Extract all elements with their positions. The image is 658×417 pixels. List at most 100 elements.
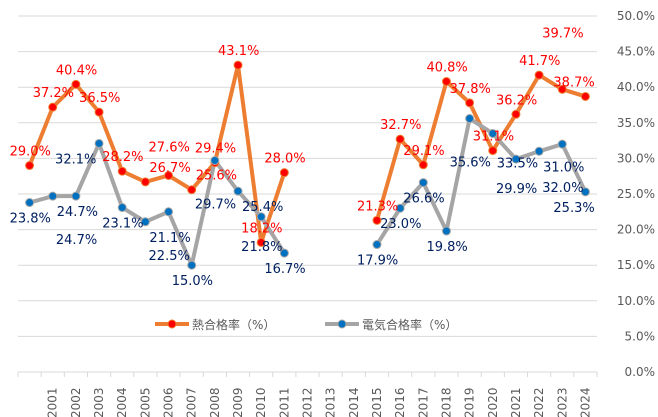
data-point	[534, 70, 544, 80]
x-tick-label: 2015	[370, 387, 384, 417]
data-point	[210, 156, 220, 166]
data-label: 21.3%	[357, 199, 398, 214]
data-point	[465, 98, 475, 108]
data-label: 38.7%	[553, 75, 594, 90]
y-tick-label: 15.0%	[617, 258, 655, 272]
y-tick-label: 25.0%	[617, 187, 655, 201]
data-label: 32.7%	[380, 118, 421, 133]
x-tick-label: 2014	[347, 387, 361, 417]
y-tick-label: 50.0%	[617, 9, 655, 23]
data-label: 31.0%	[543, 160, 584, 175]
data-point	[279, 248, 289, 258]
data-point	[256, 212, 266, 222]
legend-label: 熱合格率（%）	[192, 317, 275, 332]
y-tick-label: 5.0%	[625, 329, 656, 343]
data-label: 18.2%	[241, 221, 282, 236]
x-tick-label: 2011	[277, 387, 291, 417]
data-label: 26.7%	[149, 161, 190, 176]
x-tick-label: 2016	[393, 387, 407, 417]
data-point	[187, 260, 197, 270]
data-point	[372, 240, 382, 250]
legend-label: 電気合格率（%）	[362, 317, 457, 332]
x-tick-label: 2010	[254, 387, 268, 417]
data-label: 24.7%	[56, 233, 97, 248]
data-label: 23.1%	[102, 217, 143, 232]
data-point	[71, 79, 81, 89]
data-label: 32.0%	[542, 181, 583, 196]
data-point	[557, 139, 567, 149]
x-tick-label: 2008	[208, 387, 222, 417]
data-label: 29.7%	[195, 198, 236, 213]
data-label: 29.0%	[10, 145, 51, 160]
data-point	[94, 107, 104, 117]
data-label: 23.8%	[10, 212, 51, 227]
data-label: 23.0%	[380, 217, 421, 232]
data-point	[117, 203, 127, 213]
data-label: 35.6%	[450, 156, 491, 171]
data-point	[140, 177, 150, 187]
data-label: 43.1%	[218, 44, 259, 59]
data-label: 19.8%	[426, 240, 467, 255]
data-point	[140, 217, 150, 227]
data-point	[233, 186, 243, 196]
y-tick-label: 40.0%	[617, 80, 655, 94]
data-point	[256, 237, 266, 247]
data-label: 37.2%	[33, 86, 74, 101]
data-label: 21.8%	[241, 240, 282, 255]
data-point	[395, 203, 405, 213]
data-point	[418, 178, 428, 188]
data-point	[441, 226, 451, 236]
data-point	[372, 215, 382, 225]
data-point	[418, 160, 428, 170]
data-point	[511, 109, 521, 119]
data-label: 28.0%	[264, 152, 305, 167]
x-tick-label: 2012	[301, 387, 315, 417]
data-point	[465, 114, 475, 124]
data-point	[534, 146, 544, 156]
data-label: 29.4%	[195, 142, 236, 157]
x-tick-label: 2013	[324, 387, 338, 417]
x-tick-label: 2005	[138, 387, 152, 417]
data-point	[71, 191, 81, 201]
data-label: 36.2%	[496, 93, 537, 108]
series-line-0	[27, 63, 287, 245]
x-tick-label: 2006	[162, 387, 176, 417]
data-point	[25, 161, 35, 171]
data-label: 21.1%	[149, 231, 190, 246]
data-label: 25.4%	[242, 200, 283, 215]
data-label: 32.1%	[55, 152, 96, 167]
data-point	[557, 84, 567, 94]
data-point	[48, 191, 58, 201]
y-tick-label: 30.0%	[617, 151, 655, 165]
x-tick-label: 2018	[439, 387, 453, 417]
data-label: 29.1%	[403, 144, 444, 159]
data-label: 15.0%	[172, 274, 213, 289]
data-point	[279, 168, 289, 178]
legend-marker-0	[167, 319, 177, 329]
data-label: 28.2%	[102, 150, 143, 165]
data-point	[164, 207, 174, 217]
data-point	[187, 185, 197, 195]
x-tick-label: 2007	[185, 387, 199, 417]
x-tick-label: 2003	[92, 387, 106, 417]
data-point	[580, 187, 590, 197]
data-point	[511, 154, 521, 164]
data-label: 31.1%	[473, 130, 514, 145]
data-label: 22.5%	[149, 249, 190, 264]
y-tick-label: 10.0%	[617, 294, 655, 308]
data-point	[48, 102, 58, 112]
data-label: 40.4%	[56, 63, 97, 78]
data-point	[580, 91, 590, 101]
legend-marker-1	[337, 319, 347, 329]
data-point	[94, 138, 104, 148]
x-tick-label: 2001	[46, 387, 60, 417]
series-line-1	[375, 116, 588, 246]
data-point	[233, 60, 243, 70]
data-point	[441, 77, 451, 87]
data-label: 39.7%	[542, 26, 583, 41]
data-label: 33.5%	[497, 156, 538, 171]
y-tick-label: 45.0%	[617, 45, 655, 59]
data-label: 27.6%	[149, 140, 190, 155]
x-tick-label: 2020	[486, 387, 500, 417]
